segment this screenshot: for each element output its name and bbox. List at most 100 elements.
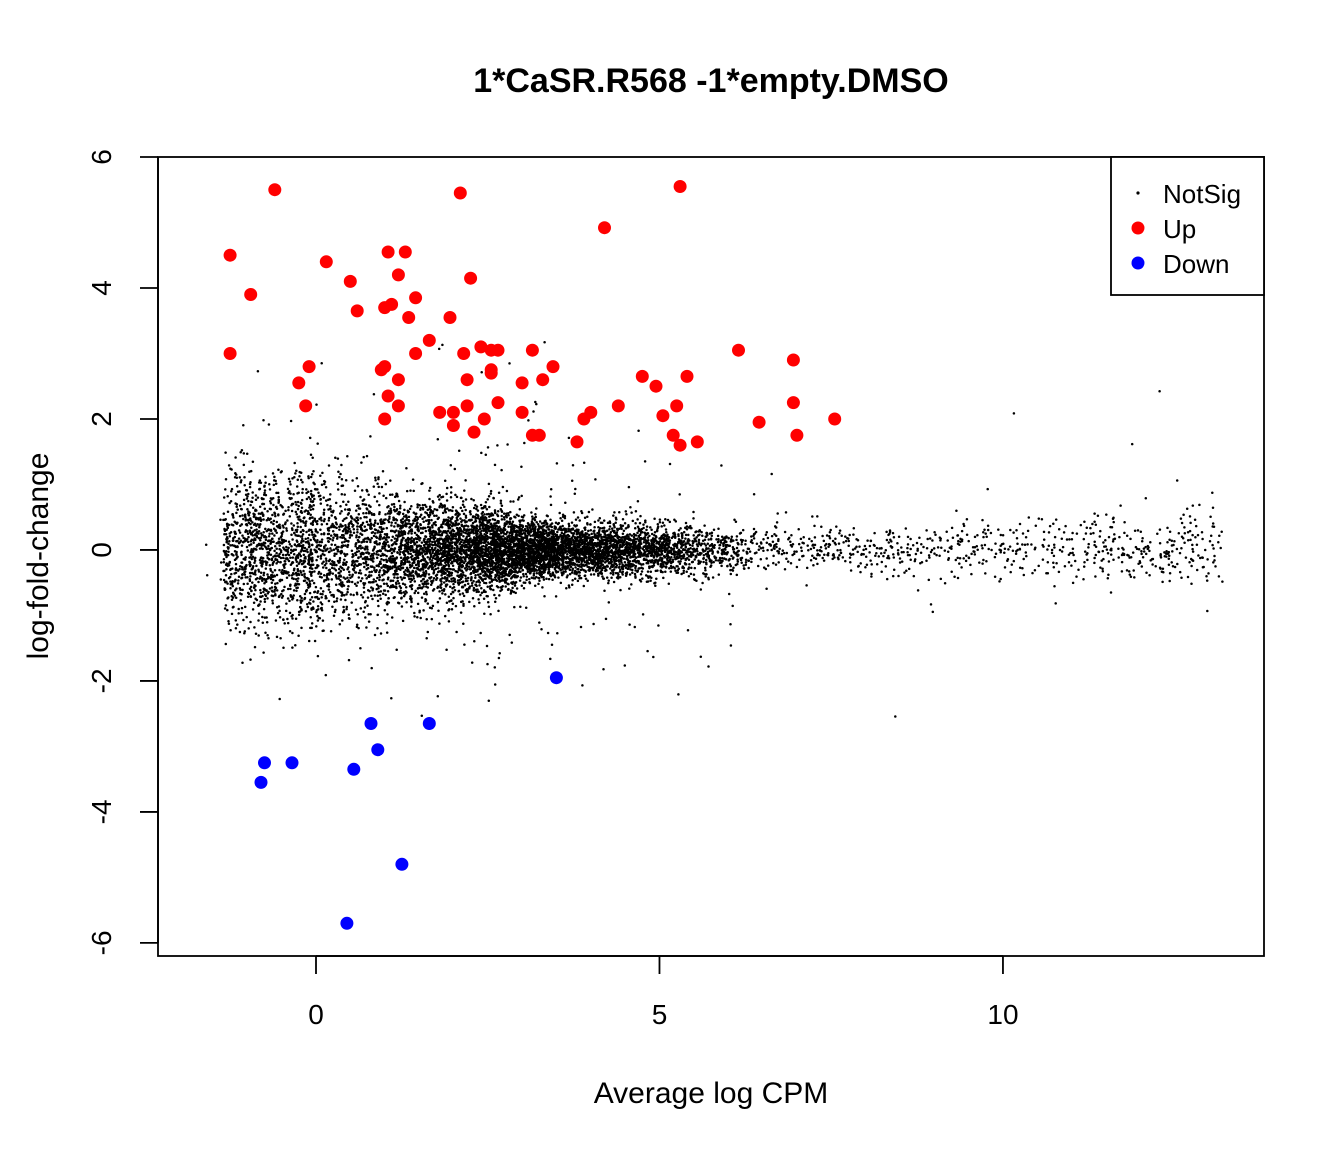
notsig-point <box>682 566 686 570</box>
notsig-point <box>315 625 318 628</box>
notsig-point <box>1159 567 1162 570</box>
notsig-point <box>398 552 402 556</box>
notsig-point <box>939 577 943 581</box>
notsig-point <box>340 509 343 513</box>
notsig-point <box>500 468 503 472</box>
notsig-point <box>365 520 369 524</box>
notsig-point <box>669 560 672 563</box>
notsig-point <box>557 576 560 579</box>
notsig-point <box>396 512 399 515</box>
notsig-point <box>628 573 632 576</box>
notsig-point <box>247 499 250 503</box>
notsig-point <box>540 627 543 631</box>
notsig-point <box>242 452 246 455</box>
notsig-point <box>510 523 514 526</box>
notsig-point <box>316 597 320 601</box>
notsig-point <box>542 521 546 525</box>
notsig-point <box>346 543 350 547</box>
notsig-point <box>329 629 333 633</box>
notsig-point <box>569 530 572 533</box>
notsig-point <box>1060 537 1064 540</box>
notsig-point <box>237 529 241 532</box>
notsig-point <box>897 553 900 556</box>
notsig-point <box>702 554 706 557</box>
notsig-point <box>288 611 292 615</box>
notsig-point <box>1188 560 1191 564</box>
notsig-point <box>985 559 988 563</box>
notsig-point <box>762 538 765 541</box>
notsig-point <box>461 576 464 579</box>
notsig-point <box>489 492 493 495</box>
notsig-point <box>993 575 997 579</box>
notsig-point <box>385 538 388 542</box>
notsig-point <box>282 618 285 622</box>
notsig-point <box>729 623 732 626</box>
notsig-point <box>317 547 321 551</box>
notsig-point <box>393 537 397 540</box>
notsig-point <box>264 594 268 598</box>
notsig-point <box>299 478 303 482</box>
notsig-point <box>342 534 345 537</box>
notsig-point <box>571 578 574 582</box>
notsig-point <box>1183 532 1187 535</box>
notsig-point <box>535 521 538 524</box>
notsig-point <box>345 516 348 520</box>
notsig-point <box>263 491 266 495</box>
notsig-point <box>477 598 480 601</box>
notsig-point <box>877 555 881 558</box>
notsig-point <box>342 500 345 503</box>
notsig-point <box>590 532 593 536</box>
notsig-point <box>457 522 461 526</box>
notsig-point <box>331 572 335 575</box>
notsig-point <box>776 512 779 515</box>
notsig-point <box>418 610 421 614</box>
notsig-point <box>433 564 437 568</box>
notsig-point <box>226 608 229 612</box>
notsig-point <box>573 569 577 573</box>
notsig-point <box>1053 546 1056 549</box>
notsig-point <box>624 572 628 575</box>
notsig-point <box>238 504 242 507</box>
notsig-point <box>1211 506 1215 510</box>
notsig-point <box>205 573 209 577</box>
notsig-point <box>1160 570 1164 573</box>
notsig-point <box>1052 561 1055 565</box>
notsig-point <box>1158 528 1162 531</box>
notsig-point <box>305 548 309 551</box>
notsig-point <box>276 581 279 585</box>
notsig-point <box>967 539 970 543</box>
notsig-point <box>470 661 474 664</box>
notsig-point <box>235 505 238 508</box>
notsig-point <box>450 608 454 611</box>
notsig-point <box>1064 524 1067 528</box>
notsig-point <box>464 516 468 519</box>
notsig-point <box>1167 554 1171 557</box>
notsig-point <box>953 575 956 578</box>
notsig-point <box>466 590 469 594</box>
notsig-point <box>898 557 902 560</box>
notsig-point <box>669 564 673 568</box>
notsig-point <box>299 525 302 529</box>
notsig-point <box>246 582 249 585</box>
notsig-point <box>310 530 314 534</box>
notsig-point <box>305 530 308 534</box>
notsig-point <box>230 598 234 601</box>
notsig-point <box>443 479 447 482</box>
notsig-point <box>679 527 682 530</box>
notsig-point <box>378 593 382 597</box>
notsig-point <box>636 518 639 521</box>
notsig-point <box>402 594 406 598</box>
notsig-point <box>687 574 691 578</box>
notsig-point <box>270 521 273 524</box>
notsig-point <box>502 557 506 561</box>
notsig-point <box>442 589 446 592</box>
notsig-point <box>587 529 590 533</box>
notsig-point <box>522 572 525 576</box>
notsig-point <box>316 604 320 608</box>
notsig-point <box>844 535 847 538</box>
notsig-point <box>904 527 908 530</box>
notsig-point <box>475 513 478 516</box>
notsig-point <box>263 507 267 511</box>
notsig-point <box>1093 561 1096 565</box>
notsig-point <box>834 537 837 540</box>
